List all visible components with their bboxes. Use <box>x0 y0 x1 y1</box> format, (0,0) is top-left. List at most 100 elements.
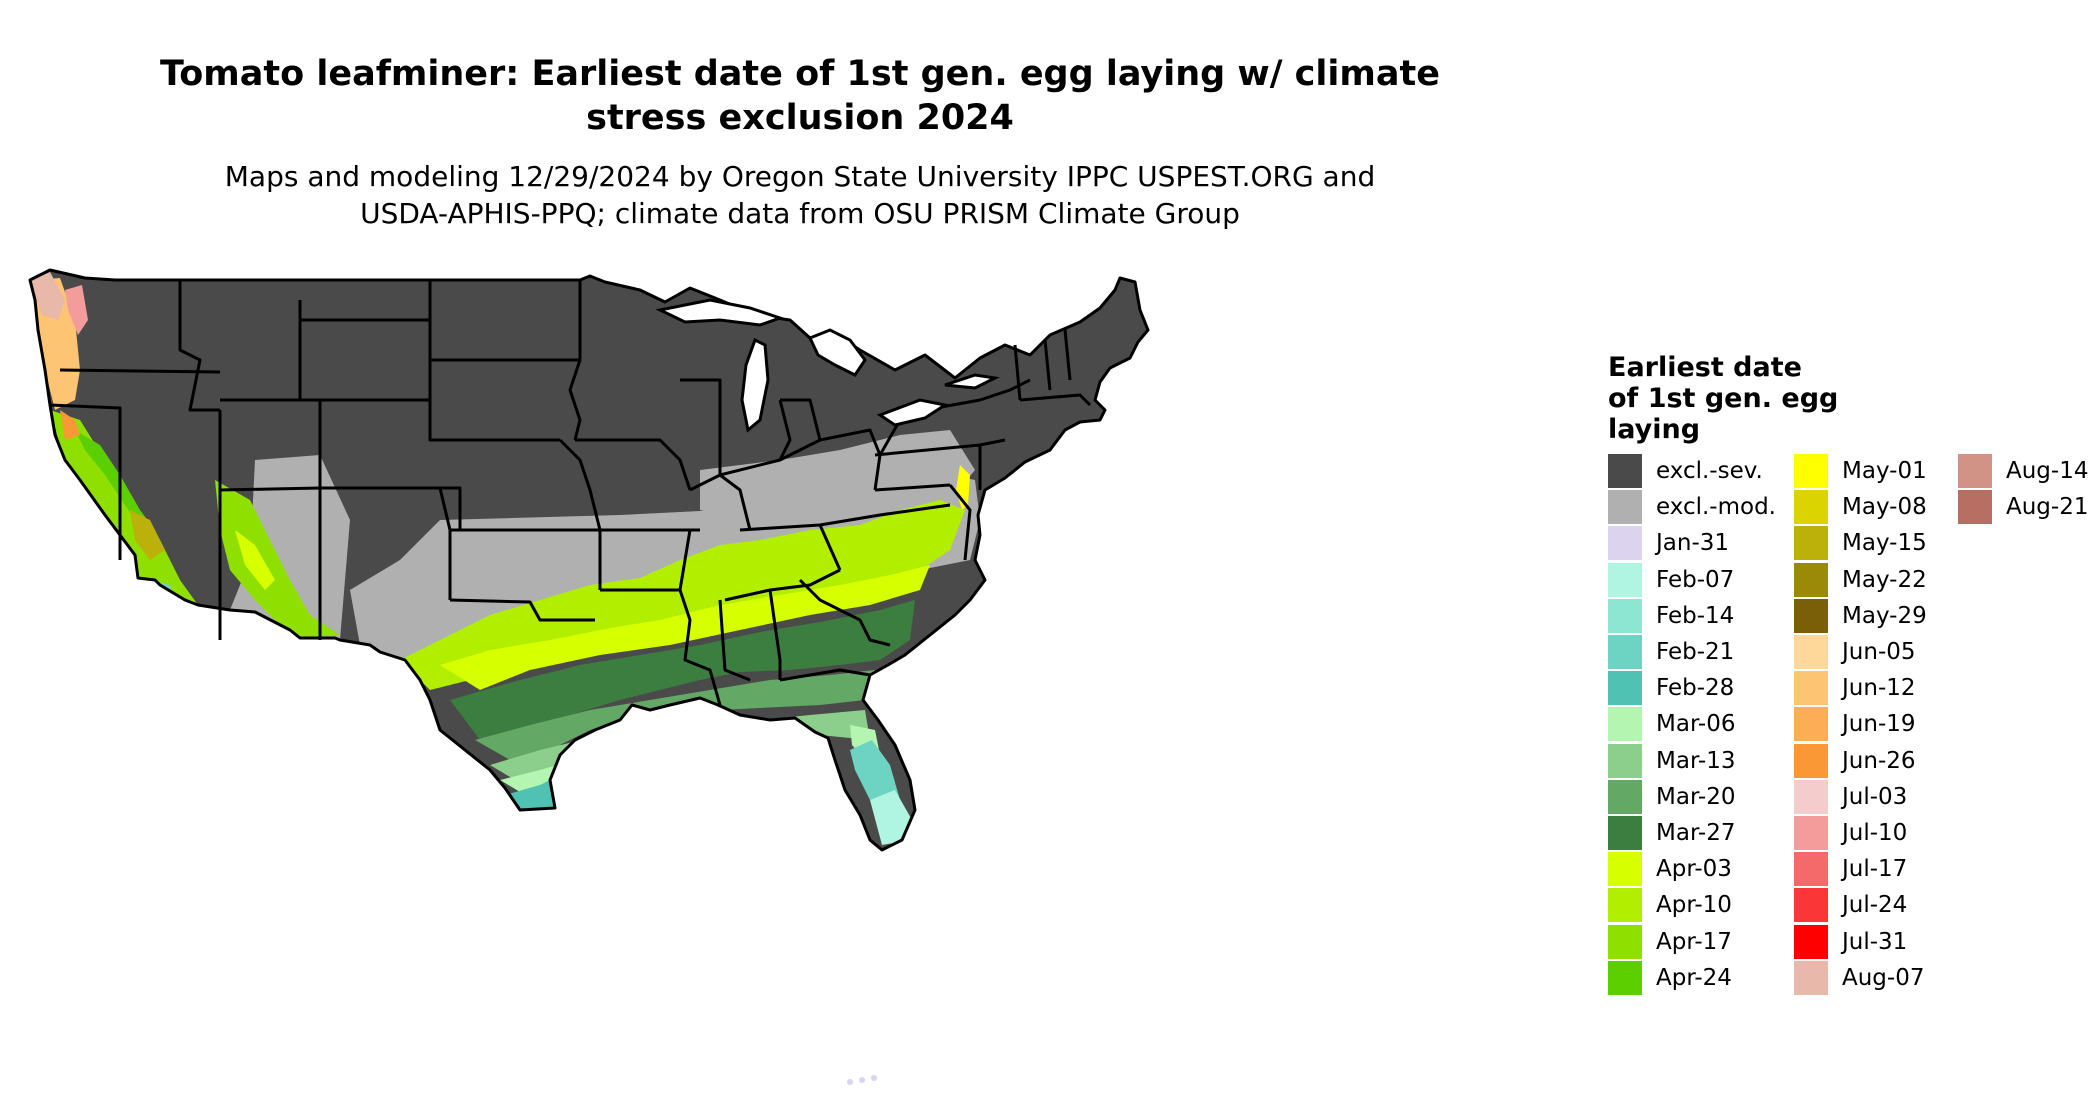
state-borders <box>28 268 1150 852</box>
legend-label: May-22 <box>1842 566 1927 593</box>
legend-swatch <box>1608 743 1642 778</box>
legend-label: Feb-21 <box>1656 639 1735 666</box>
legend-swatch <box>1608 888 1642 923</box>
legend-item: Mar-06 <box>1608 706 1776 742</box>
legend-item: Jul-24 <box>1794 887 1927 923</box>
legend-label: Feb-14 <box>1656 602 1735 629</box>
legend-label: Jul-17 <box>1842 856 1908 883</box>
map-subtitle-line-1: Maps and modeling 12/29/2024 by Oregon S… <box>224 160 1376 193</box>
legend-swatch <box>1958 490 1992 525</box>
legend-swatch <box>1608 779 1642 814</box>
legend-item: Aug-07 <box>1794 960 1927 996</box>
legend-swatch <box>1794 779 1828 814</box>
legend-swatch <box>1794 924 1828 959</box>
legend-swatch <box>1608 635 1642 670</box>
legend-label: Feb-07 <box>1656 566 1735 593</box>
legend-label: Aug-07 <box>1842 964 1925 991</box>
legend-label: Jun-05 <box>1842 639 1916 666</box>
legend-label: Aug-21 <box>2006 494 2089 521</box>
legend-label: May-08 <box>1842 494 1927 521</box>
legend-item: Apr-10 <box>1608 887 1776 923</box>
legend-item: Feb-21 <box>1608 634 1776 670</box>
legend-swatch <box>1794 635 1828 670</box>
legend-swatch <box>1608 526 1642 561</box>
legend-label: Jul-10 <box>1842 819 1908 846</box>
legend-label: Jan-31 <box>1656 530 1730 557</box>
legend-swatch <box>1608 852 1642 887</box>
legend-label: Jul-03 <box>1842 783 1908 810</box>
legend-label: Apr-03 <box>1656 856 1732 883</box>
legend-item: Jul-31 <box>1794 923 1927 959</box>
legend-label: Jul-31 <box>1842 928 1908 955</box>
legend-item: Jan-31 <box>1608 525 1776 561</box>
legend-label: May-29 <box>1842 602 1927 629</box>
legend-title-line: laying <box>1608 414 1701 445</box>
legend-label: Apr-17 <box>1656 928 1732 955</box>
legend-item: Mar-20 <box>1608 779 1776 815</box>
legend-item: Apr-24 <box>1608 960 1776 996</box>
legend-column: excl.-sev. excl.-mod. Jan-31 Feb-07 Feb-14 Fe… <box>1608 453 1776 996</box>
legend-swatch <box>1794 562 1828 597</box>
legend-label: Mar-06 <box>1656 711 1736 738</box>
legend-item: Jun-19 <box>1794 706 1927 742</box>
legend-title: Earliest date of 1st gen. egg laying <box>1608 352 1908 445</box>
legend-swatch <box>1608 815 1642 850</box>
legend-swatch <box>1794 960 1828 995</box>
legend-item: Mar-13 <box>1608 743 1776 779</box>
legend-swatch <box>1608 598 1642 633</box>
legend-swatch <box>1794 743 1828 778</box>
legend-item: Jun-12 <box>1794 670 1927 706</box>
legend-item: Feb-28 <box>1608 670 1776 706</box>
legend-item: May-22 <box>1794 562 1927 598</box>
legend-swatch <box>1608 671 1642 706</box>
legend-swatch <box>1608 562 1642 597</box>
legend-column: May-01 May-08 May-15 May-22 May-29 Jun-05 Jun-… <box>1794 453 1927 996</box>
legend-label: excl.-mod. <box>1656 494 1776 521</box>
legend-swatch <box>1958 454 1992 489</box>
legend-swatch <box>1608 924 1642 959</box>
map-title-line-1: Tomato leafminer: Earliest date of 1st g… <box>160 54 1440 94</box>
map-subtitle: Maps and modeling 12/29/2024 by Oregon S… <box>0 158 1600 232</box>
legend-swatch <box>1794 454 1828 489</box>
legend-label: Mar-27 <box>1656 819 1736 846</box>
map-subtitle-line-2: USDA-APHIS-PPQ; climate data from OSU PR… <box>360 197 1240 230</box>
legend-item: Jul-10 <box>1794 815 1927 851</box>
legend-item: May-08 <box>1794 489 1927 525</box>
legend-item: May-29 <box>1794 598 1927 634</box>
legend-label: Feb-28 <box>1656 675 1735 702</box>
legend-item: Apr-17 <box>1608 923 1776 959</box>
legend-item: Apr-03 <box>1608 851 1776 887</box>
legend-swatch <box>1608 490 1642 525</box>
florida-keys <box>847 1075 877 1085</box>
legend-label: Jun-12 <box>1842 675 1916 702</box>
legend-item: Aug-21 <box>1958 489 2088 525</box>
legend-label: Jun-19 <box>1842 711 1916 738</box>
legend-item: Jun-05 <box>1794 634 1927 670</box>
legend-swatch <box>1794 707 1828 742</box>
legend-swatch <box>1608 960 1642 995</box>
legend-column: Aug-14 Aug-21 <box>1958 453 2088 525</box>
legend-item: Feb-14 <box>1608 598 1776 634</box>
legend-label: Apr-24 <box>1656 964 1732 991</box>
legend-swatch <box>1794 598 1828 633</box>
legend-item: Jul-17 <box>1794 851 1927 887</box>
legend-label: Jun-26 <box>1842 747 1916 774</box>
legend-item: Aug-14 <box>1958 453 2088 489</box>
legend-label: May-01 <box>1842 458 1927 485</box>
legend-swatch <box>1794 526 1828 561</box>
legend-item: Mar-27 <box>1608 815 1776 851</box>
legend-title-line: Earliest date <box>1608 352 1802 383</box>
legend-item: Jul-03 <box>1794 779 1927 815</box>
legend-item: May-15 <box>1794 525 1927 561</box>
legend-label: Mar-13 <box>1656 747 1736 774</box>
legend-item: excl.-sev. <box>1608 453 1776 489</box>
legend-swatch <box>1608 454 1642 489</box>
legend-swatch <box>1794 815 1828 850</box>
legend-item: Feb-07 <box>1608 562 1776 598</box>
legend-label: Apr-10 <box>1656 892 1732 919</box>
great-lakes <box>655 298 1000 433</box>
legend-label: May-15 <box>1842 530 1927 557</box>
legend-swatch <box>1794 852 1828 887</box>
legend-item: Jun-26 <box>1794 743 1927 779</box>
legend-label: Aug-14 <box>2006 458 2089 485</box>
